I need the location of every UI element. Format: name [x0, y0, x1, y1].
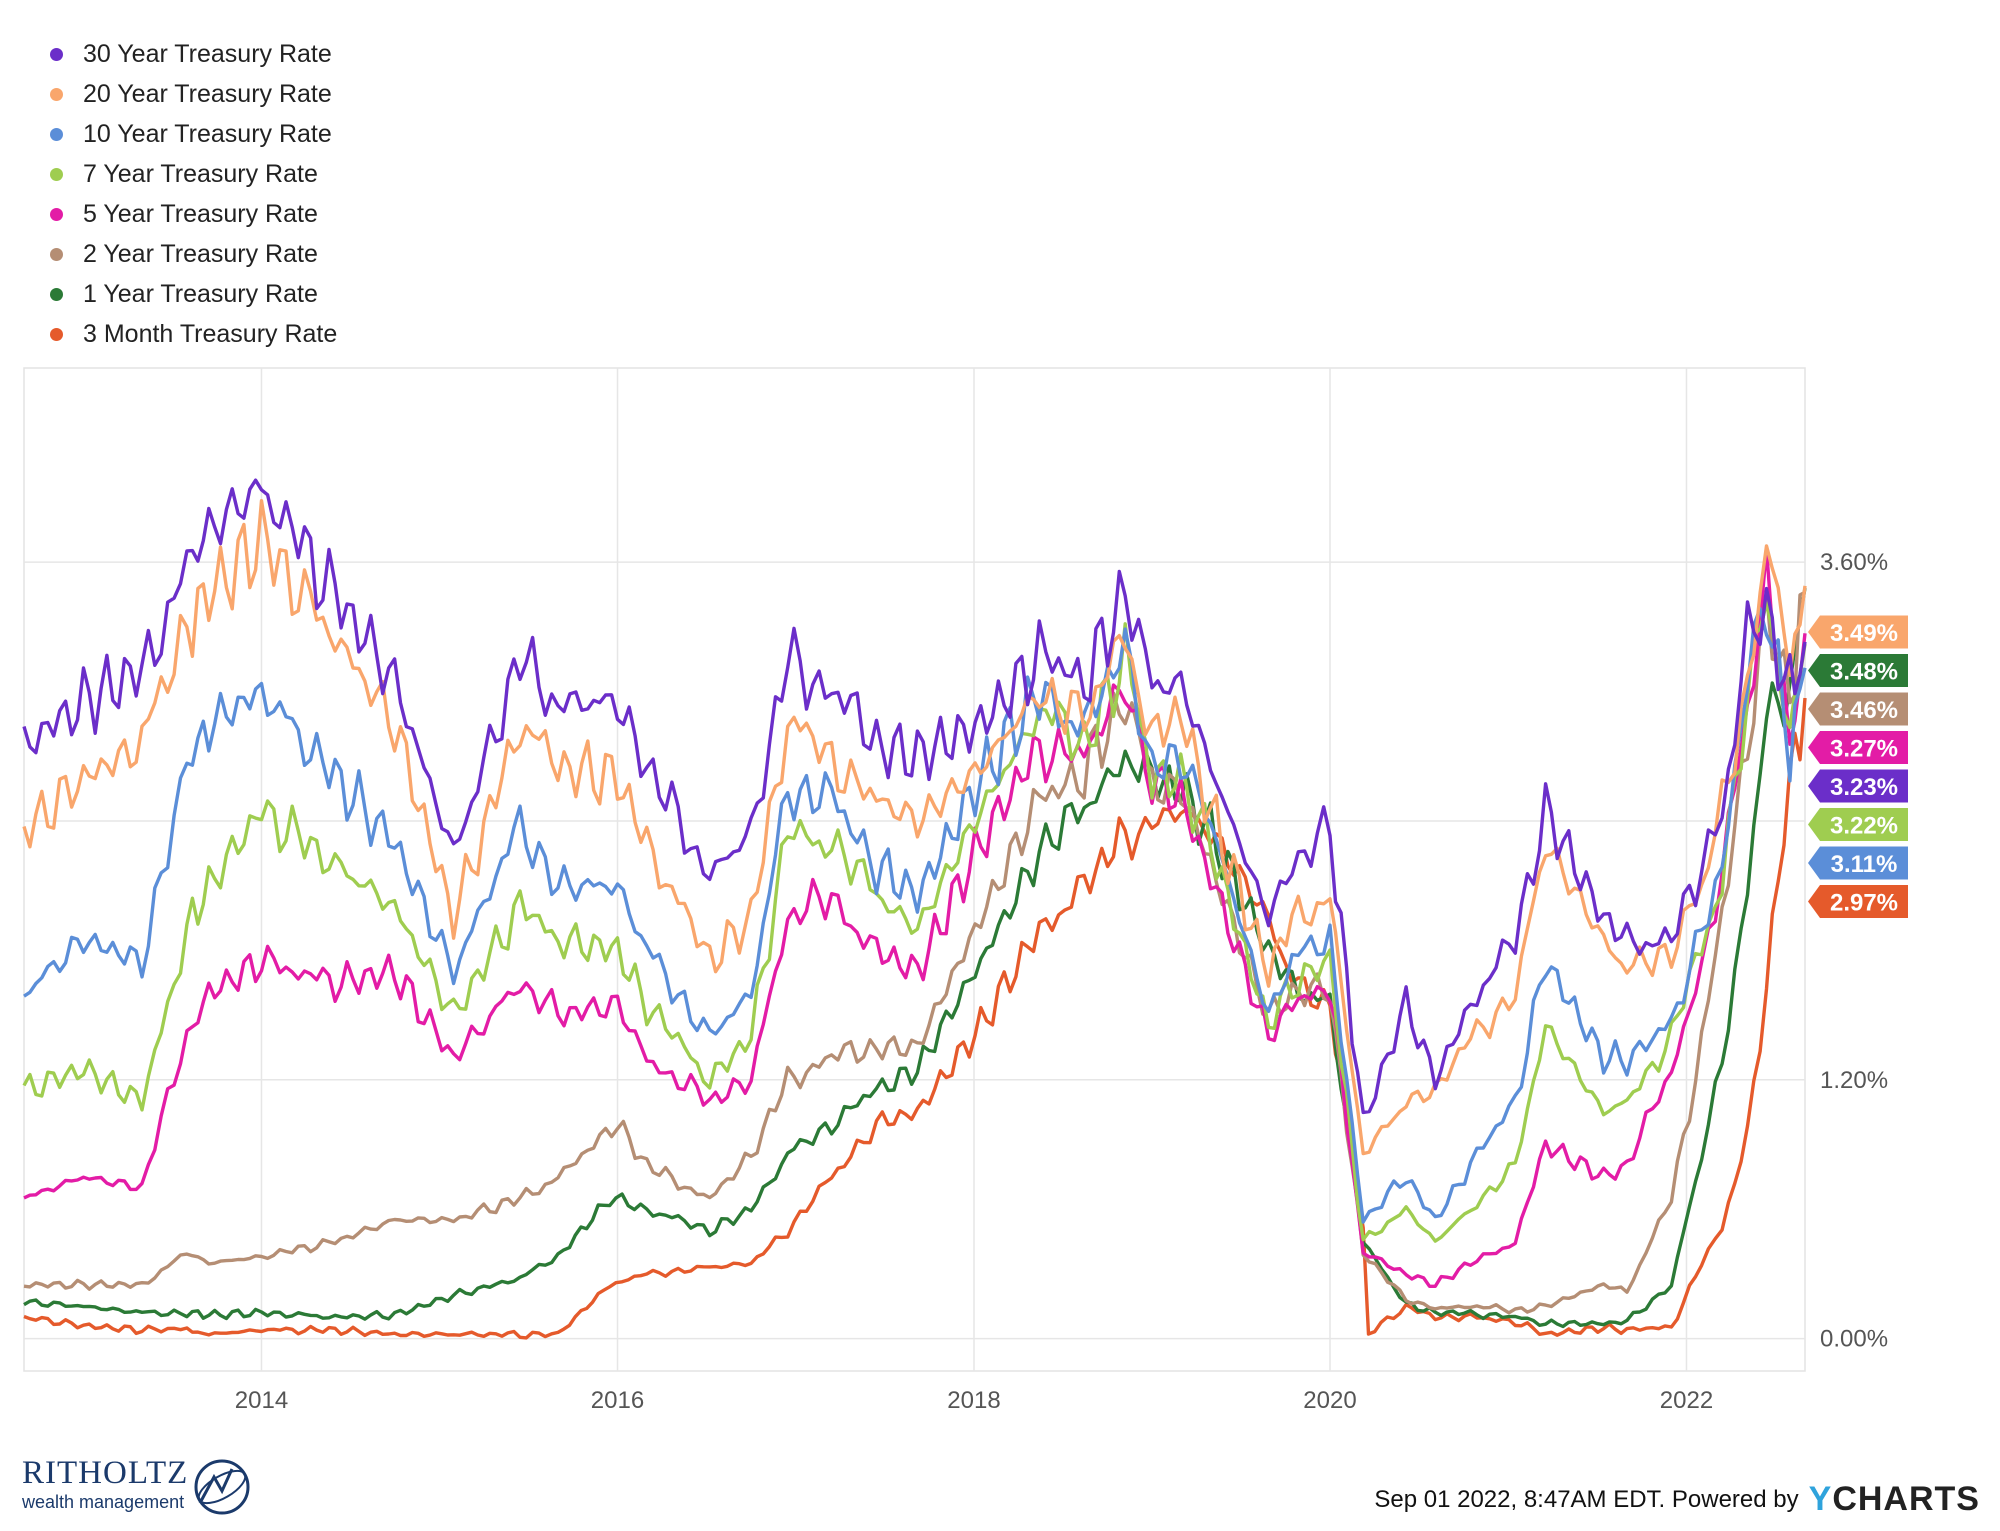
plot-frame	[23, 367, 1806, 1372]
logo-wordmark: RITHOLTZ	[22, 1455, 189, 1491]
chart-legend: 30 Year Treasury Rate 20 Year Treasury Ra…	[50, 34, 337, 354]
end-value-badge-shape	[1808, 846, 1908, 880]
legend-dot-icon	[50, 167, 63, 181]
legend-dot-icon	[50, 247, 63, 261]
y-tick-label: 0.00%	[1820, 1326, 1888, 1353]
end-value-label: 3.27%	[1830, 736, 1898, 763]
legend-item[interactable]: 5 Year Treasury Rate	[50, 194, 337, 234]
end-value-badge-shape	[1808, 769, 1908, 803]
end-value-badge-shape	[1808, 692, 1908, 726]
series-line	[23, 606, 1807, 1224]
end-value-badge-shape	[1808, 885, 1908, 918]
end-value-badge: 3.11%	[1808, 846, 1908, 880]
legend-item[interactable]: 1 Year Treasury Rate	[50, 274, 337, 314]
footer-credit: Sep 01 2022, 8:47AM EDT. Powered by YCHA…	[1374, 1480, 1980, 1519]
end-value-badge-shape	[1808, 654, 1908, 687]
series-line	[22, 601, 1807, 1243]
legend-label: 7 Year Treasury Rate	[83, 159, 318, 188]
series-line	[23, 587, 1807, 1329]
series-line	[23, 547, 1807, 1289]
series-line	[22, 499, 1807, 1156]
series-line	[23, 697, 1807, 1340]
end-value-labels: 3.49% 3.48% 3.46% 3.27% 3.23% 3.22% 3.11% 2.97%	[1808, 615, 1908, 918]
end-value-label: 3.11%	[1831, 851, 1898, 878]
legend-dot-icon	[50, 87, 63, 101]
y-tick-label: 3.60%	[1820, 549, 1888, 576]
legend-item[interactable]: 2 Year Treasury Rate	[50, 234, 337, 274]
legend-label: 5 Year Treasury Rate	[83, 199, 318, 228]
series-lines	[22, 478, 1807, 1340]
legend-dot-icon	[50, 287, 63, 301]
end-value-badge-shape	[1808, 808, 1908, 841]
end-value-badge: 3.22%	[1808, 808, 1908, 841]
legend-label: 2 Year Treasury Rate	[83, 239, 318, 268]
legend-dot-icon	[50, 127, 63, 141]
legend-item[interactable]: 30 Year Treasury Rate	[50, 34, 337, 74]
legend-label: 10 Year Treasury Rate	[83, 119, 332, 148]
end-value-badge: 2.97%	[1808, 885, 1908, 918]
ritholtz-logo: RITHOLTZ wealth management	[22, 1455, 252, 1520]
end-value-label: 3.22%	[1830, 813, 1898, 840]
ycharts-brand: YCHARTS	[1808, 1480, 1980, 1518]
legend-item[interactable]: 7 Year Treasury Rate	[50, 154, 337, 194]
legend-label: 20 Year Treasury Rate	[83, 79, 332, 108]
x-tick-label: 2014	[235, 1387, 288, 1414]
legend-label: 1 Year Treasury Rate	[83, 279, 318, 308]
end-value-label: 2.97%	[1830, 890, 1898, 917]
end-value-badge: 3.46%	[1808, 692, 1908, 726]
end-value-label: 3.48%	[1830, 659, 1898, 686]
end-value-label: 3.49%	[1830, 620, 1898, 647]
end-value-label: 3.46%	[1830, 697, 1898, 724]
end-value-label: 3.23%	[1830, 774, 1898, 801]
x-tick-label: 2018	[947, 1387, 1000, 1414]
legend-dot-icon	[50, 207, 63, 221]
end-value-badge-shape	[1808, 731, 1908, 764]
end-value-badge-shape	[1808, 615, 1908, 649]
logo-subtitle: wealth management	[22, 1492, 185, 1512]
end-value-badge: 3.48%	[1808, 654, 1908, 687]
legend-dot-icon	[50, 327, 63, 341]
end-value-badge: 3.23%	[1808, 769, 1908, 803]
x-tick-label: 2020	[1303, 1387, 1356, 1414]
axes: 0.00% 1.20% 3.60% 2014 2016 2018 2020 2022	[235, 549, 1888, 1414]
legend-dot-icon	[50, 47, 63, 61]
logo-globe-icon	[194, 1459, 250, 1515]
grid-lines	[23, 367, 1806, 1372]
legend-item[interactable]: 20 Year Treasury Rate	[50, 74, 337, 114]
series-line	[23, 589, 1806, 1315]
legend-item[interactable]: 10 Year Treasury Rate	[50, 114, 337, 154]
end-value-badge: 3.49%	[1808, 615, 1908, 649]
x-tick-label: 2016	[591, 1387, 644, 1414]
legend-item[interactable]: 3 Month Treasury Rate	[50, 314, 337, 354]
timestamp-credit: Sep 01 2022, 8:47AM EDT. Powered by	[1374, 1485, 1799, 1513]
series-line	[22, 478, 1807, 1115]
x-tick-label: 2022	[1660, 1387, 1713, 1414]
legend-label: 30 Year Treasury Rate	[83, 39, 332, 68]
legend-label: 3 Month Treasury Rate	[83, 319, 338, 348]
end-value-badge: 3.27%	[1808, 731, 1908, 764]
y-tick-label: 1.20%	[1820, 1067, 1888, 1094]
